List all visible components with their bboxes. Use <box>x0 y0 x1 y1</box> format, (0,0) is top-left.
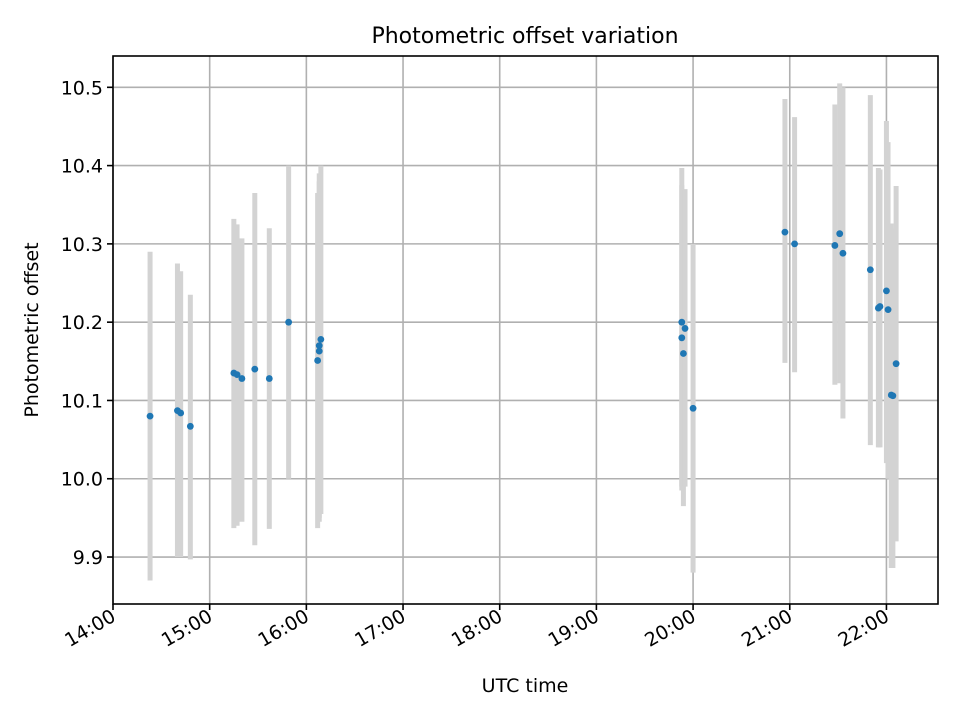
data-point <box>836 230 844 238</box>
y-tick-label: 10.2 <box>61 312 103 334</box>
data-point <box>265 375 273 382</box>
data-point <box>883 287 890 295</box>
data-point <box>314 357 322 364</box>
data-point <box>831 242 839 249</box>
plot-frame <box>112 55 939 605</box>
data-point <box>884 306 892 314</box>
data-point <box>678 318 686 326</box>
data-point <box>876 303 884 310</box>
y-axis-ticks: 9.9 10.0 10.1 10.2 10.3 10.4 10.5 <box>61 77 113 569</box>
data-point <box>689 404 697 412</box>
x-tick-label: 18:00 <box>448 605 506 651</box>
x-axis-ticks: 14:00 15:00 16:00 17:00 18:00 19:00 20:00 21:00… <box>61 604 893 652</box>
data-point <box>285 318 293 326</box>
x-axis-label: UTC time <box>482 675 569 697</box>
y-tick-label: 9.9 <box>73 547 103 569</box>
data-point <box>233 371 241 379</box>
grid <box>112 56 938 604</box>
data-point <box>866 266 874 274</box>
error-bars <box>147 83 899 581</box>
y-tick-label: 10.0 <box>61 469 103 491</box>
data-point <box>146 412 154 420</box>
data-points <box>146 228 900 430</box>
y-axis-label: Photometric offset <box>21 242 43 417</box>
data-point <box>315 342 323 350</box>
data-point <box>791 240 798 248</box>
x-tick-label: 17:00 <box>351 605 409 651</box>
x-tick-label: 21:00 <box>738 605 796 651</box>
y-tick-label: 10.3 <box>61 234 103 256</box>
data-point <box>678 334 686 342</box>
x-tick-label: 14:00 <box>61 605 119 651</box>
data-point <box>839 249 847 257</box>
chart-title: Photometric offset variation <box>371 24 678 49</box>
data-point <box>238 375 246 382</box>
y-tick-label: 10.1 <box>61 390 103 412</box>
data-point <box>889 392 897 400</box>
data-point <box>315 347 323 355</box>
data-point <box>892 360 900 368</box>
x-tick-label: 19:00 <box>544 605 602 651</box>
data-point <box>317 335 325 343</box>
data-point <box>186 422 194 430</box>
y-tick-label: 10.4 <box>61 156 103 178</box>
x-tick-label: 16:00 <box>254 605 312 651</box>
data-point <box>251 365 259 373</box>
x-tick-label: 15:00 <box>158 605 216 651</box>
data-point <box>177 409 185 417</box>
x-tick-label: 20:00 <box>641 605 699 651</box>
data-point <box>781 228 789 236</box>
x-tick-label: 22:00 <box>835 605 893 651</box>
data-point <box>681 325 689 332</box>
y-tick-label: 10.5 <box>61 77 103 99</box>
data-point <box>680 350 687 357</box>
